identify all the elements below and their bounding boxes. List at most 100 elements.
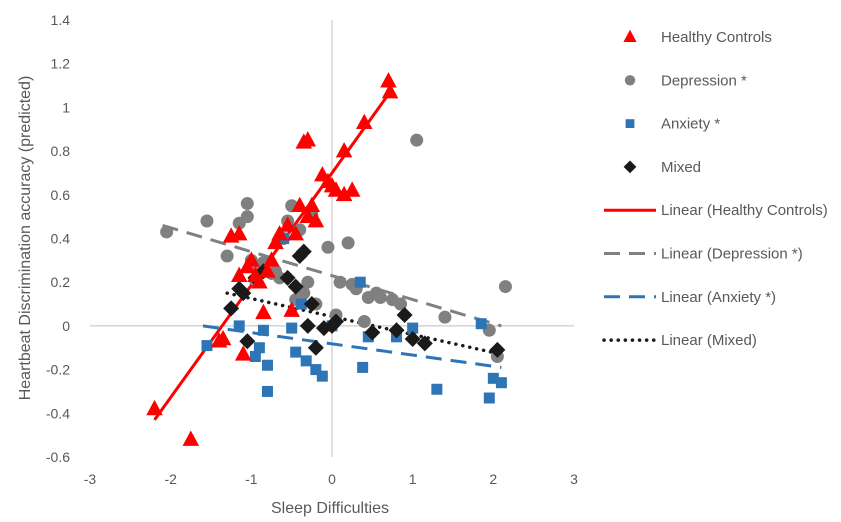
legend-label: Linear (Depression *) xyxy=(661,246,803,263)
point-mixed xyxy=(303,296,320,313)
point-healthy-controls xyxy=(243,251,260,267)
point-depression xyxy=(498,280,512,294)
point-depression xyxy=(357,315,371,329)
point-mixed xyxy=(295,243,312,260)
point-healthy-controls xyxy=(230,266,248,282)
point-healthy-controls xyxy=(234,345,252,361)
point-healthy-controls xyxy=(182,430,200,446)
point-healthy-controls xyxy=(343,181,361,197)
point-healthy-controls xyxy=(299,207,317,223)
point-anxiety xyxy=(300,355,312,367)
point-anxiety xyxy=(257,324,269,336)
point-healthy-controls xyxy=(259,262,276,278)
point-healthy-controls xyxy=(230,225,248,241)
point-mixed xyxy=(396,306,413,323)
point-anxiety xyxy=(495,377,507,389)
axes-group: -3 -2 -1 0 1 2 3 -0.6 -0.4 -0.2 0 0.2 0.4 0.6 0.8 1 1.2 1… xyxy=(46,12,578,487)
y-tick-label: -0.4 xyxy=(46,405,70,421)
point-mixed xyxy=(404,331,421,348)
x-tick-label: 2 xyxy=(489,471,497,487)
point-mixed xyxy=(307,339,324,356)
legend-swatch-healthy-controls xyxy=(623,29,637,43)
legend-label: Linear (Anxiety *) xyxy=(661,289,776,306)
legend-label: Anxiety * xyxy=(661,116,720,133)
point-healthy-controls xyxy=(255,303,272,320)
point-depression xyxy=(200,214,214,228)
point-healthy-controls xyxy=(146,399,163,416)
y-tick-label: 0.8 xyxy=(51,143,71,159)
point-healthy-controls xyxy=(327,181,345,197)
point-depression xyxy=(297,286,311,300)
y-tick-label: 0.4 xyxy=(51,231,71,247)
point-depression xyxy=(273,271,287,285)
legend-label: Linear (Mixed) xyxy=(661,332,757,349)
point-depression xyxy=(394,297,408,311)
point-healthy-controls xyxy=(291,196,309,213)
y-tick-label: 1 xyxy=(62,99,70,115)
legend-item-linear-healthy-controls: Linear (Healthy Controls) xyxy=(604,202,828,219)
legend-item-depression: Depression * xyxy=(624,72,747,89)
point-anxiety xyxy=(249,350,261,362)
point-depression xyxy=(240,210,254,224)
point-anxiety xyxy=(475,318,487,330)
points-group xyxy=(146,72,512,446)
point-healthy-controls xyxy=(279,216,296,232)
point-healthy-controls xyxy=(267,233,284,250)
point-healthy-controls xyxy=(251,273,268,289)
x-tick-label: -3 xyxy=(84,471,97,487)
point-anxiety xyxy=(201,340,213,352)
trendline-linear-anxiety xyxy=(202,324,502,369)
point-mixed xyxy=(279,269,296,286)
point-mixed xyxy=(364,324,381,341)
point-mixed xyxy=(416,335,433,352)
trendlines-group xyxy=(153,91,504,421)
point-anxiety xyxy=(253,342,265,354)
legend-swatch-depression xyxy=(624,75,636,86)
y-tick-label: 0.2 xyxy=(51,274,71,290)
point-anxiety xyxy=(407,322,419,334)
point-mixed xyxy=(299,317,316,334)
x-axis-label: Sleep Difficulties xyxy=(271,500,389,517)
point-anxiety xyxy=(357,361,369,373)
point-healthy-controls xyxy=(214,330,232,346)
point-anxiety xyxy=(354,276,366,288)
point-anxiety xyxy=(290,346,302,358)
point-healthy-controls xyxy=(299,131,317,147)
point-anxiety xyxy=(261,359,273,371)
point-healthy-controls xyxy=(303,196,321,213)
y-tick-label: 0.6 xyxy=(51,187,71,203)
legend-item-linear-depression: Linear (Depression *) xyxy=(604,246,803,263)
point-healthy-controls xyxy=(355,113,373,129)
point-healthy-controls xyxy=(283,301,300,317)
y-axis-label: Heartbeat Discrimination accuracy (predi… xyxy=(17,76,34,401)
point-anxiety xyxy=(295,298,307,310)
point-depression xyxy=(220,249,234,263)
x-tick-label: 0 xyxy=(328,471,336,487)
point-healthy-controls xyxy=(263,251,280,267)
point-anxiety xyxy=(362,331,374,343)
point-anxiety xyxy=(316,370,328,382)
point-anxiety xyxy=(487,372,499,384)
legend: Healthy Controls Depression * Anxiety * Mix… xyxy=(602,29,828,349)
point-anxiety xyxy=(286,322,298,334)
legend-swatch-mixed xyxy=(623,160,637,174)
point-mixed xyxy=(239,333,256,350)
point-healthy-controls xyxy=(307,212,325,228)
point-depression xyxy=(438,310,452,324)
legend-label: Depression * xyxy=(661,72,747,89)
y-tick-label: 1.4 xyxy=(51,12,71,28)
point-healthy-controls xyxy=(380,72,397,88)
x-tick-label: 1 xyxy=(409,471,417,487)
legend-item-anxiety: Anxiety * xyxy=(625,116,720,133)
legend-label: Mixed xyxy=(661,159,701,176)
point-healthy-controls xyxy=(335,185,353,202)
point-mixed xyxy=(388,322,405,339)
x-tick-label: -2 xyxy=(164,471,177,487)
legend-swatch-anxiety xyxy=(625,119,635,128)
point-healthy-controls xyxy=(335,142,353,158)
point-depression xyxy=(301,275,315,289)
point-depression xyxy=(160,225,174,239)
point-anxiety xyxy=(431,383,443,395)
point-depression xyxy=(333,275,347,289)
